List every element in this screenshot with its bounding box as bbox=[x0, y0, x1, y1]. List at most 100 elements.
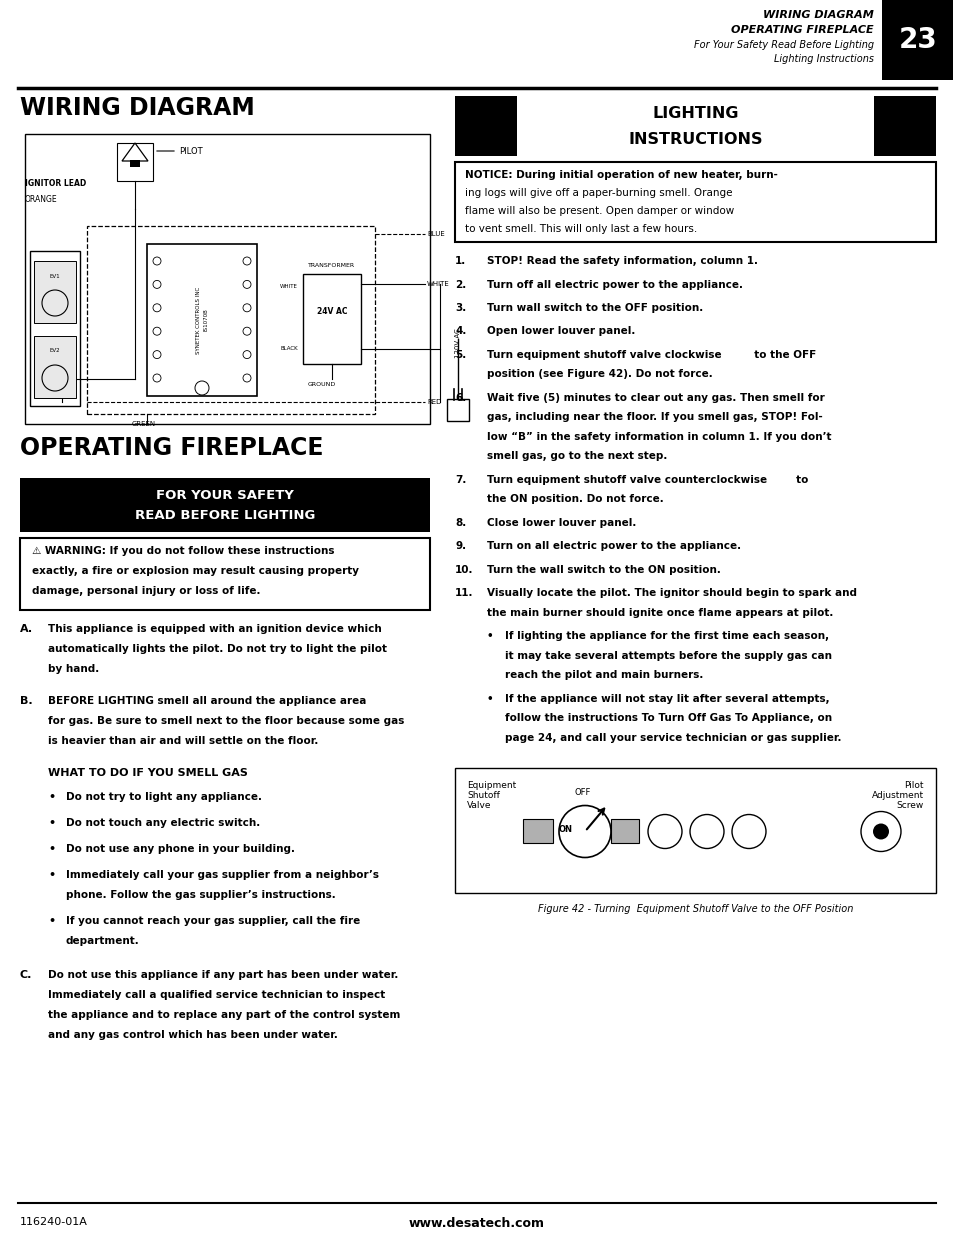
Bar bbox=[455, 96, 935, 156]
Text: B.: B. bbox=[20, 697, 32, 706]
Text: Pilot
Adjustment
Screw: Pilot Adjustment Screw bbox=[871, 781, 923, 810]
Text: Open lower louver panel.: Open lower louver panel. bbox=[486, 326, 635, 336]
Text: 9.: 9. bbox=[455, 541, 466, 552]
Text: the main burner should ignite once flame appears at pilot.: the main burner should ignite once flame… bbox=[486, 608, 833, 618]
Text: automatically lights the pilot. Do not try to light the pilot: automatically lights the pilot. Do not t… bbox=[48, 643, 387, 655]
Text: Turn equipment shutoff valve counterclockwise        to: Turn equipment shutoff valve countercloc… bbox=[486, 475, 807, 485]
Bar bbox=[30, 251, 80, 406]
Text: Do not touch any electric switch.: Do not touch any electric switch. bbox=[66, 818, 260, 827]
Text: •: • bbox=[48, 916, 55, 926]
Text: ON: ON bbox=[558, 825, 573, 834]
Text: FOR YOUR SAFETY: FOR YOUR SAFETY bbox=[156, 489, 294, 501]
Text: •: • bbox=[486, 631, 493, 641]
Text: 120V AC: 120V AC bbox=[455, 329, 460, 358]
Text: 11.: 11. bbox=[455, 589, 473, 599]
Text: 4.: 4. bbox=[455, 326, 466, 336]
Text: Close lower louver panel.: Close lower louver panel. bbox=[486, 517, 636, 529]
Text: NOTICE: During initial operation of new heater, burn-: NOTICE: During initial operation of new … bbox=[464, 170, 777, 180]
Text: 3.: 3. bbox=[455, 303, 466, 312]
FancyBboxPatch shape bbox=[20, 538, 430, 610]
Text: ⚠ WARNING: If you do not follow these instructions: ⚠ WARNING: If you do not follow these in… bbox=[32, 546, 335, 556]
Text: TRANSFORMER: TRANSFORMER bbox=[308, 263, 355, 268]
Text: 1.: 1. bbox=[455, 256, 466, 266]
Text: For Your Safety Read Before Lighting: For Your Safety Read Before Lighting bbox=[693, 40, 873, 49]
Text: Do not try to light any appliance.: Do not try to light any appliance. bbox=[66, 792, 262, 802]
Text: INSTRUCTIONS: INSTRUCTIONS bbox=[628, 132, 762, 147]
Text: Turn the wall switch to the ON position.: Turn the wall switch to the ON position. bbox=[486, 564, 720, 576]
Text: GREEN: GREEN bbox=[132, 421, 156, 427]
Text: flame will also be present. Open damper or window: flame will also be present. Open damper … bbox=[464, 206, 734, 216]
Text: This appliance is equipped with an ignition device which: This appliance is equipped with an ignit… bbox=[48, 624, 381, 634]
Text: Immediately call your gas supplier from a neighbor’s: Immediately call your gas supplier from … bbox=[66, 869, 378, 881]
Text: OPERATING FIREPLACE: OPERATING FIREPLACE bbox=[20, 436, 323, 459]
Text: Do not use this appliance if any part has been under water.: Do not use this appliance if any part ha… bbox=[48, 969, 398, 981]
Bar bbox=[303, 274, 360, 364]
Text: Turn equipment shutoff valve clockwise         to the OFF: Turn equipment shutoff valve clockwise t… bbox=[486, 350, 816, 359]
Text: Turn on all electric power to the appliance.: Turn on all electric power to the applia… bbox=[486, 541, 740, 552]
Text: Do not use any phone in your building.: Do not use any phone in your building. bbox=[66, 844, 294, 853]
Text: If lighting the appliance for the first time each season,: If lighting the appliance for the first … bbox=[504, 631, 828, 641]
Text: and any gas control which has been under water.: and any gas control which has been under… bbox=[48, 1030, 337, 1040]
Text: 8.: 8. bbox=[455, 517, 466, 529]
Text: ORANGE: ORANGE bbox=[25, 194, 57, 204]
Text: READ BEFORE LIGHTING: READ BEFORE LIGHTING bbox=[134, 509, 314, 522]
Text: BLUE: BLUE bbox=[427, 231, 444, 237]
Text: WHITE: WHITE bbox=[427, 282, 449, 287]
Text: •: • bbox=[48, 844, 55, 853]
Text: EV2: EV2 bbox=[50, 348, 60, 353]
Bar bbox=[20, 478, 430, 532]
Bar bbox=[34, 336, 76, 398]
FancyBboxPatch shape bbox=[455, 162, 935, 242]
Text: position (see Figure 42). Do not force.: position (see Figure 42). Do not force. bbox=[486, 369, 712, 379]
Text: IGNITOR LEAD: IGNITOR LEAD bbox=[25, 179, 86, 189]
Text: WIRING DIAGRAM: WIRING DIAGRAM bbox=[762, 10, 873, 20]
Text: 24V AC: 24V AC bbox=[316, 306, 347, 315]
Text: 5.: 5. bbox=[455, 350, 466, 359]
Bar bbox=[147, 245, 256, 396]
Bar bbox=[455, 768, 935, 893]
Text: www.desatech.com: www.desatech.com bbox=[409, 1216, 544, 1230]
Text: •: • bbox=[48, 792, 55, 802]
Text: ing logs will give off a paper-burning smell. Orange: ing logs will give off a paper-burning s… bbox=[464, 188, 732, 198]
Bar bbox=[25, 135, 430, 424]
Text: 2.: 2. bbox=[455, 279, 466, 289]
Text: for gas. Be sure to smell next to the floor because some gas: for gas. Be sure to smell next to the fl… bbox=[48, 716, 404, 726]
Text: gas, including near the floor. If you smell gas, STOP! Fol-: gas, including near the floor. If you sm… bbox=[486, 412, 821, 422]
Text: GROUND: GROUND bbox=[308, 382, 335, 387]
Bar bbox=[130, 161, 140, 167]
Text: follow the instructions To Turn Off Gas To Appliance, on: follow the instructions To Turn Off Gas … bbox=[504, 714, 831, 724]
Text: STOP! Read the safety information, column 1.: STOP! Read the safety information, colum… bbox=[486, 256, 758, 266]
Text: BEFORE LIGHTING smell all around the appliance area: BEFORE LIGHTING smell all around the app… bbox=[48, 697, 366, 706]
Bar bbox=[522, 820, 553, 844]
Text: Turn off all electric power to the appliance.: Turn off all electric power to the appli… bbox=[486, 279, 742, 289]
Text: 6.: 6. bbox=[455, 393, 466, 403]
Text: A.: A. bbox=[20, 624, 33, 634]
Text: Lighting Instructions: Lighting Instructions bbox=[773, 54, 873, 64]
Text: If you cannot reach your gas supplier, call the fire: If you cannot reach your gas supplier, c… bbox=[66, 916, 360, 926]
Text: page 24, and call your service technician or gas supplier.: page 24, and call your service technicia… bbox=[504, 734, 841, 743]
Text: OFF: OFF bbox=[575, 788, 591, 798]
Bar bbox=[87, 226, 375, 414]
Text: reach the pilot and main burners.: reach the pilot and main burners. bbox=[504, 671, 702, 680]
Bar bbox=[882, 0, 953, 80]
Text: damage, personal injury or loss of life.: damage, personal injury or loss of life. bbox=[32, 585, 260, 597]
Text: exactly, a fire or explosion may result causing property: exactly, a fire or explosion may result … bbox=[32, 566, 358, 576]
Text: •: • bbox=[48, 869, 55, 881]
Text: C.: C. bbox=[20, 969, 32, 981]
Text: SYNETEK CONTROLS INC
IS1070B: SYNETEK CONTROLS INC IS1070B bbox=[195, 287, 208, 353]
Text: to vent smell. This will only last a few hours.: to vent smell. This will only last a few… bbox=[464, 224, 697, 233]
Text: Visually locate the pilot. The ignitor should begin to spark and: Visually locate the pilot. The ignitor s… bbox=[486, 589, 856, 599]
Text: WHITE: WHITE bbox=[280, 284, 297, 289]
Bar bbox=[447, 399, 469, 421]
Text: is heavier than air and will settle on the floor.: is heavier than air and will settle on t… bbox=[48, 736, 318, 746]
Text: •: • bbox=[486, 694, 493, 704]
Text: 7.: 7. bbox=[455, 475, 466, 485]
Text: the ON position. Do not force.: the ON position. Do not force. bbox=[486, 494, 663, 505]
Text: 10.: 10. bbox=[455, 564, 473, 576]
Text: department.: department. bbox=[66, 936, 139, 946]
Text: 23: 23 bbox=[898, 26, 937, 54]
Text: •: • bbox=[48, 818, 55, 827]
Text: PILOT: PILOT bbox=[179, 147, 202, 156]
Text: the appliance and to replace any part of the control system: the appliance and to replace any part of… bbox=[48, 1010, 400, 1020]
Text: OPERATING FIREPLACE: OPERATING FIREPLACE bbox=[731, 25, 873, 35]
